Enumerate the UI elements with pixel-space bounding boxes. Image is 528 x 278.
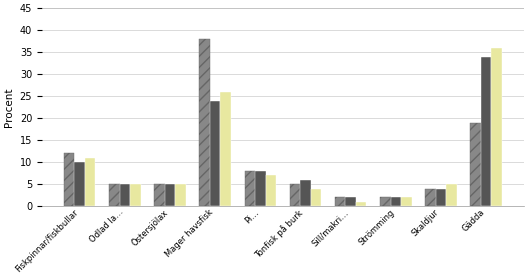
Bar xyxy=(130,184,140,206)
Bar xyxy=(154,184,165,206)
Bar xyxy=(436,189,446,206)
Bar xyxy=(244,171,255,206)
Bar xyxy=(85,158,96,206)
Bar xyxy=(290,184,300,206)
Bar xyxy=(391,197,401,206)
Bar xyxy=(266,175,276,206)
Bar xyxy=(492,48,502,206)
Bar xyxy=(175,184,186,206)
Bar xyxy=(446,184,457,206)
Bar xyxy=(220,92,231,206)
Bar xyxy=(335,197,345,206)
Bar xyxy=(380,197,391,206)
Bar xyxy=(470,123,481,206)
Bar xyxy=(300,180,311,206)
Bar xyxy=(200,39,210,206)
Bar xyxy=(345,197,356,206)
Bar xyxy=(255,171,266,206)
Bar xyxy=(311,189,321,206)
Bar xyxy=(210,101,220,206)
Y-axis label: Procent: Procent xyxy=(4,88,14,127)
Bar xyxy=(165,184,175,206)
Bar xyxy=(119,184,130,206)
Bar xyxy=(401,197,412,206)
Bar xyxy=(109,184,119,206)
Bar xyxy=(481,57,492,206)
Bar xyxy=(356,202,366,206)
Bar xyxy=(425,189,436,206)
Bar xyxy=(64,153,74,206)
Bar xyxy=(74,162,85,206)
